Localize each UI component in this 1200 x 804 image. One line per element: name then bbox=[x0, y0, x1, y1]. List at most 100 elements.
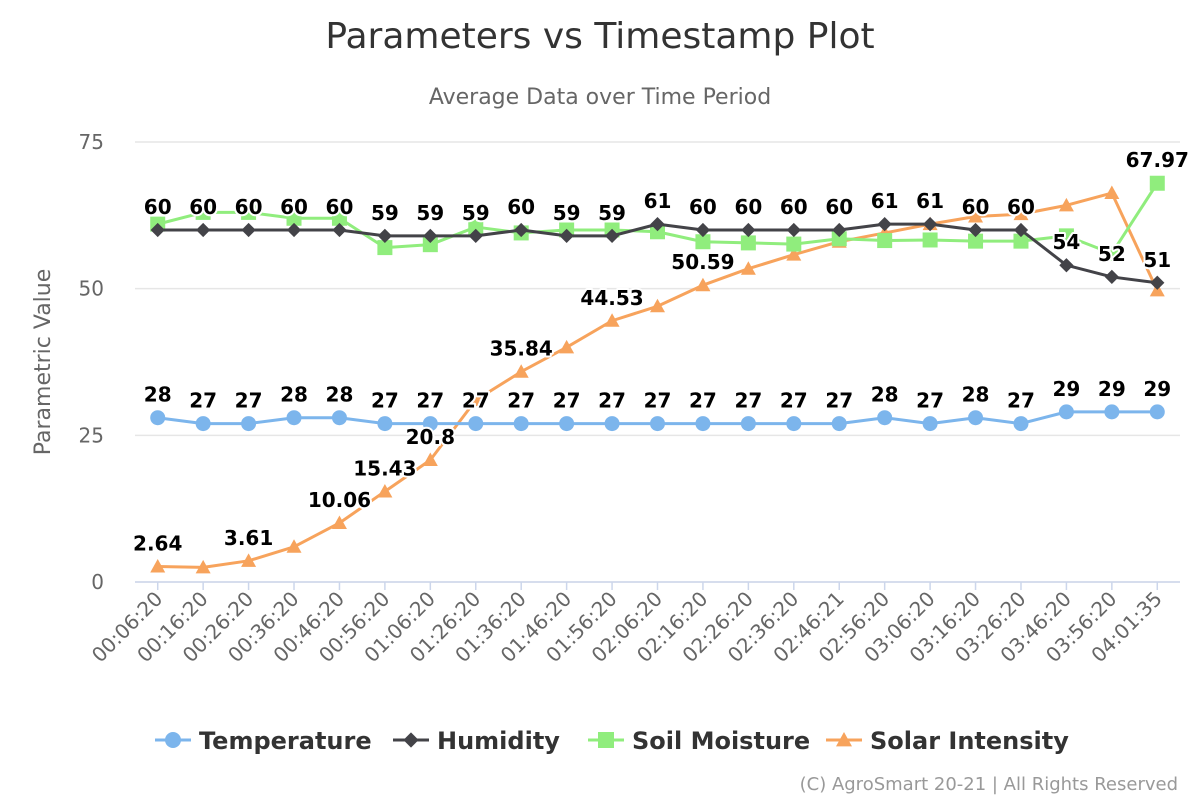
temperature-point[interactable] bbox=[1104, 404, 1120, 420]
humidity-point[interactable] bbox=[650, 217, 665, 232]
temperature-point[interactable] bbox=[1013, 416, 1029, 432]
humidity-point[interactable] bbox=[1150, 275, 1165, 290]
solar-intensity-point[interactable] bbox=[740, 261, 756, 275]
legend-marker[interactable] bbox=[836, 732, 852, 747]
solar-intensity-point[interactable] bbox=[650, 298, 665, 313]
soil-moisture-point[interactable] bbox=[241, 204, 257, 220]
soil-moisture-point[interactable] bbox=[831, 231, 847, 247]
solar-intensity-point[interactable] bbox=[468, 392, 484, 407]
temperature-point[interactable] bbox=[422, 416, 438, 432]
humidity-point[interactable] bbox=[286, 222, 302, 238]
legend-marker[interactable] bbox=[403, 732, 419, 748]
humidity-point[interactable] bbox=[877, 217, 892, 232]
soil-moisture-point[interactable] bbox=[740, 235, 756, 251]
solar-intensity-point[interactable] bbox=[1058, 197, 1074, 212]
solar-intensity-point[interactable] bbox=[150, 559, 166, 573]
humidity-point[interactable] bbox=[1104, 269, 1119, 285]
soil-moisture-point[interactable] bbox=[331, 210, 347, 226]
solar-intensity-point[interactable] bbox=[286, 539, 302, 553]
solar-intensity-point[interactable] bbox=[241, 553, 257, 567]
soil-moisture-point[interactable] bbox=[468, 219, 484, 235]
humidity-point[interactable] bbox=[196, 222, 211, 238]
legend-label: Temperature bbox=[199, 727, 372, 755]
solar-intensity-point[interactable] bbox=[1104, 185, 1120, 200]
humidity-point[interactable] bbox=[241, 222, 256, 238]
legend-item-soil-moisture[interactable]: Soil Moisture bbox=[588, 727, 810, 755]
solar-intensity-point[interactable] bbox=[1013, 206, 1029, 221]
legend-marker[interactable] bbox=[165, 732, 181, 748]
humidity-point[interactable] bbox=[695, 222, 711, 238]
soil-moisture-point[interactable] bbox=[422, 237, 438, 253]
temperature-point[interactable] bbox=[831, 416, 847, 432]
solar-intensity-point[interactable] bbox=[377, 483, 393, 498]
solar-intensity-data-label: 50.59 bbox=[671, 250, 734, 274]
soil-moisture-point[interactable] bbox=[1013, 233, 1029, 249]
soil-moisture-point[interactable] bbox=[377, 240, 393, 256]
humidity-point[interactable] bbox=[423, 228, 438, 243]
temperature-point[interactable] bbox=[241, 416, 257, 432]
humidity-point[interactable] bbox=[741, 222, 756, 238]
solar-intensity-point[interactable] bbox=[195, 559, 211, 574]
solar-intensity-point[interactable] bbox=[604, 313, 620, 327]
temperature-point[interactable] bbox=[604, 416, 620, 432]
temperature-point[interactable] bbox=[331, 410, 347, 426]
temperature-point[interactable] bbox=[1149, 404, 1165, 420]
humidity-point[interactable] bbox=[514, 222, 529, 238]
solar-intensity-data-label: 44.53 bbox=[580, 286, 643, 310]
humidity-point[interactable] bbox=[832, 222, 847, 238]
humidity-point[interactable] bbox=[332, 222, 347, 238]
soil-moisture-point[interactable] bbox=[1058, 228, 1074, 244]
temperature-point[interactable] bbox=[1058, 404, 1074, 420]
solar-intensity-point[interactable] bbox=[786, 247, 802, 261]
humidity-point[interactable] bbox=[604, 228, 620, 243]
humidity-point[interactable] bbox=[922, 217, 938, 232]
humidity-point[interactable] bbox=[1059, 258, 1074, 273]
soil-moisture-point[interactable] bbox=[1149, 175, 1165, 191]
soil-moisture-point[interactable] bbox=[968, 233, 984, 249]
solar-intensity-point[interactable] bbox=[695, 277, 711, 292]
temperature-point[interactable] bbox=[513, 416, 529, 432]
temperature-point[interactable] bbox=[286, 410, 302, 426]
soil-moisture-point[interactable] bbox=[286, 210, 302, 226]
soil-moisture-point[interactable] bbox=[877, 233, 893, 249]
humidity-point[interactable] bbox=[968, 222, 983, 238]
temperature-point[interactable] bbox=[740, 416, 756, 432]
temperature-point[interactable] bbox=[786, 416, 802, 432]
temperature-point[interactable] bbox=[695, 416, 711, 432]
soil-moisture-point[interactable] bbox=[695, 234, 711, 250]
temperature-point[interactable] bbox=[377, 416, 393, 432]
temperature-point[interactable] bbox=[922, 416, 938, 432]
solar-intensity-point[interactable] bbox=[513, 364, 529, 378]
temperature-point[interactable] bbox=[150, 410, 166, 426]
solar-intensity-point[interactable] bbox=[331, 515, 347, 529]
humidity-data-label: 59 bbox=[462, 201, 490, 225]
humidity-point[interactable] bbox=[786, 222, 801, 238]
soil-moisture-point[interactable] bbox=[922, 232, 938, 248]
temperature-point[interactable] bbox=[968, 410, 984, 426]
humidity-point[interactable] bbox=[559, 228, 574, 243]
legend-item-temperature[interactable]: Temperature bbox=[155, 727, 372, 755]
humidity-point[interactable] bbox=[150, 222, 165, 238]
soil-moisture-point[interactable] bbox=[195, 204, 211, 220]
series-solar-intensity bbox=[150, 185, 1165, 574]
humidity-point[interactable] bbox=[1013, 222, 1029, 238]
temperature-point[interactable] bbox=[877, 410, 893, 426]
soil-moisture-point[interactable] bbox=[1104, 245, 1120, 261]
temperature-point[interactable] bbox=[468, 416, 484, 432]
temperature-point[interactable] bbox=[559, 416, 575, 432]
solar-intensity-point[interactable] bbox=[559, 339, 575, 354]
legend-item-humidity[interactable]: Humidity bbox=[393, 727, 560, 755]
solar-intensity-point[interactable] bbox=[422, 452, 438, 466]
soil-moisture-point[interactable] bbox=[650, 224, 665, 240]
legend-item-solar-intensity[interactable]: Solar Intensity bbox=[826, 727, 1069, 755]
solar-intensity-point[interactable] bbox=[968, 209, 984, 223]
temperature-data-label: 28 bbox=[280, 383, 308, 407]
temperature-point[interactable] bbox=[650, 416, 665, 432]
humidity-data-label: 60 bbox=[144, 195, 172, 219]
humidity-data-label: 61 bbox=[644, 189, 672, 213]
humidity-point[interactable] bbox=[468, 228, 483, 243]
soil-moisture-point[interactable] bbox=[786, 236, 802, 252]
legend-marker[interactable] bbox=[598, 732, 614, 748]
humidity-point[interactable] bbox=[377, 228, 393, 243]
temperature-point[interactable] bbox=[195, 416, 211, 432]
